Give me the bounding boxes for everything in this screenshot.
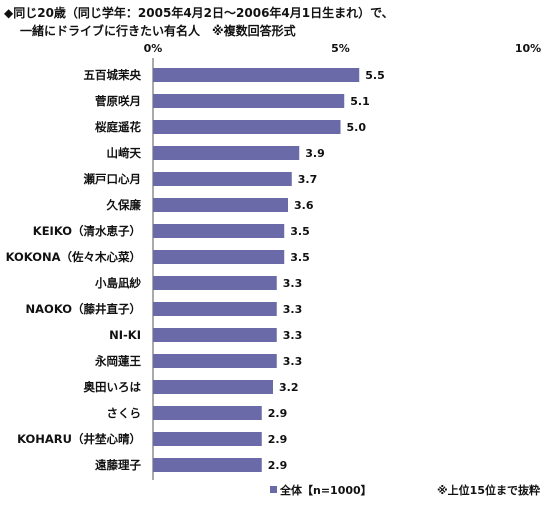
category-label: 永岡蓮王 bbox=[94, 354, 141, 368]
value-label: 3.5 bbox=[290, 225, 310, 238]
bars bbox=[153, 68, 360, 472]
value-label: 3.3 bbox=[283, 277, 303, 290]
bar bbox=[153, 146, 300, 160]
category-label: 奥田いろは bbox=[83, 380, 142, 394]
category-label: 小島凪紗 bbox=[94, 276, 141, 290]
legend-swatch bbox=[270, 486, 277, 493]
category-label: NI-KI bbox=[109, 328, 141, 342]
chart-title-line-1: ◆同じ20歳（同じ学年：2005年4月2日～2006年4月1日生まれ）で、 bbox=[4, 5, 394, 20]
value-label: 2.9 bbox=[268, 433, 288, 446]
category-label: KEIKO（清水恵子） bbox=[33, 224, 141, 238]
bar bbox=[153, 380, 273, 394]
value-label: 2.9 bbox=[268, 459, 288, 472]
x-tick-label: 5% bbox=[331, 42, 350, 55]
category-label: KOHARU（井埜心晴） bbox=[17, 432, 141, 446]
category-label: 菅原咲月 bbox=[95, 94, 141, 108]
value-label: 3.6 bbox=[294, 199, 314, 212]
chart-title-line-2: 一緒にドライブに行きたい有名人 ※複数回答形式 bbox=[20, 23, 296, 38]
bar bbox=[153, 276, 277, 290]
value-label: 5.1 bbox=[350, 95, 370, 108]
category-label: 五百城茉央 bbox=[84, 68, 142, 82]
category-label: 山﨑天 bbox=[107, 146, 142, 160]
value-label: 3.2 bbox=[279, 381, 299, 394]
bar bbox=[153, 432, 262, 446]
legend: 全体【n=1000】 bbox=[270, 483, 372, 497]
bar bbox=[153, 172, 292, 186]
x-tick-label: 10% bbox=[515, 42, 541, 55]
category-label: さくら bbox=[107, 406, 142, 420]
value-label: 3.5 bbox=[290, 251, 310, 264]
x-axis-ticks: 0% 5% 10% bbox=[144, 42, 542, 55]
bar bbox=[153, 354, 277, 368]
bar bbox=[153, 198, 288, 212]
footnote: ※上位15位まで抜粋 bbox=[437, 483, 540, 497]
value-label: 3.3 bbox=[283, 329, 303, 342]
value-label: 5.0 bbox=[347, 121, 367, 134]
category-label: 瀬戸口心月 bbox=[84, 172, 142, 186]
bar bbox=[153, 328, 277, 342]
category-label: 桜庭遥花 bbox=[95, 120, 141, 134]
x-tick-label: 0% bbox=[144, 42, 163, 55]
bar bbox=[153, 224, 285, 238]
value-labels: 5.5 5.1 5.0 3.9 3.7 3.6 3.5 3.5 3.3 3.3 3.3 3.3 3.2 2… bbox=[268, 69, 385, 472]
value-label: 3.7 bbox=[298, 173, 318, 186]
bar bbox=[153, 250, 285, 264]
bar bbox=[153, 302, 277, 316]
value-label: 2.9 bbox=[268, 407, 288, 420]
bar bbox=[153, 120, 341, 134]
value-label: 3.9 bbox=[305, 147, 325, 160]
bar bbox=[153, 94, 345, 108]
value-label: 5.5 bbox=[365, 69, 385, 82]
value-label: 3.3 bbox=[283, 355, 303, 368]
category-label: KOKONA（佐々木心菜） bbox=[6, 250, 141, 264]
chart-title: ◆同じ20歳（同じ学年：2005年4月2日～2006年4月1日生まれ）で、 一緒… bbox=[4, 5, 394, 38]
category-label: NAOKO（藤井直子） bbox=[26, 302, 141, 316]
bar bbox=[153, 406, 262, 420]
value-label: 3.3 bbox=[283, 303, 303, 316]
legend-label: 全体【n=1000】 bbox=[279, 483, 372, 497]
bar bbox=[153, 68, 360, 82]
category-label: 遠藤理子 bbox=[95, 458, 141, 472]
category-label: 久保廉 bbox=[106, 198, 142, 212]
bar bbox=[153, 458, 262, 472]
